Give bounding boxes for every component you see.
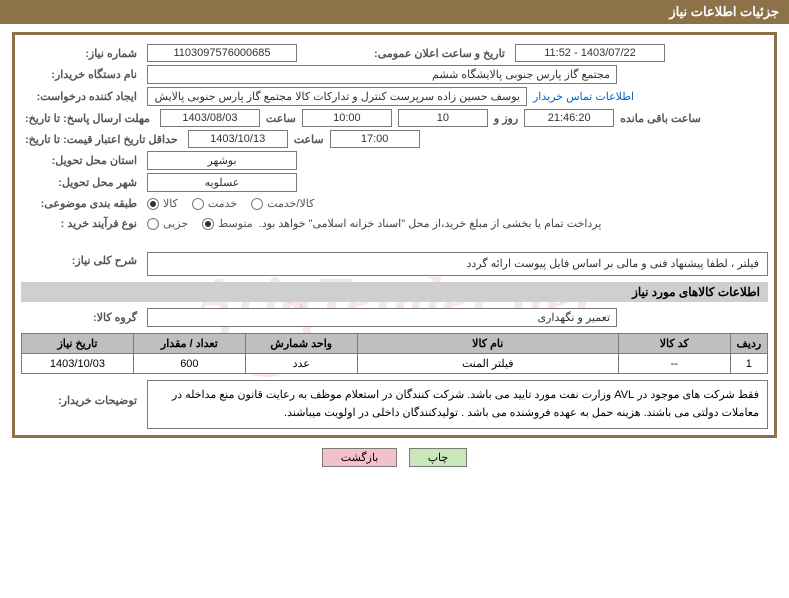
deadline-time-label: ساعت xyxy=(266,112,296,125)
buyer-notes-label: توضیحات خریدار: xyxy=(21,380,141,409)
col-qty: تعداد / مقدار xyxy=(133,334,245,354)
deadline-remain-time: 21:46:20 xyxy=(524,109,614,127)
general-desc-label: شرح کلی نیاز: xyxy=(21,252,141,269)
city-value: عسلویه xyxy=(147,173,297,192)
cell-qty: 600 xyxy=(133,354,245,374)
category-radio-both[interactable]: کالا/خدمت xyxy=(251,197,314,210)
cell-row-num: 1 xyxy=(730,354,767,374)
announce-value: 1403/07/22 - 11:52 xyxy=(515,44,665,62)
category-label: طبقه بندی موضوعی: xyxy=(21,195,141,212)
buyer-contact-link[interactable]: اطلاعات تماس خریدار xyxy=(533,90,634,103)
goods-group-value: تعمیر و نگهداری xyxy=(147,308,617,327)
cell-item-name: فیلتر المنت xyxy=(357,354,618,374)
cell-need-date: 1403/10/03 xyxy=(22,354,134,374)
purchase-type-radio-minor[interactable]: جزیی xyxy=(147,217,188,230)
need-number-label: شماره نیاز: xyxy=(21,45,141,62)
need-number-value: 1103097576000685 xyxy=(147,44,297,62)
category-option-2: کالا/خدمت xyxy=(267,197,314,210)
goods-section-title: اطلاعات کالاهای مورد نیاز xyxy=(21,282,768,302)
radio-icon xyxy=(147,218,159,230)
buyer-org-label: نام دستگاه خریدار: xyxy=(21,66,141,83)
deadline-date: 1403/08/03 xyxy=(160,109,260,127)
category-radio-group: کالا خدمت کالا/خدمت xyxy=(147,197,314,210)
price-validity-label: حداقل تاریخ اعتبار قیمت: تا تاریخ: xyxy=(21,131,182,148)
city-label: شهر محل تحویل: xyxy=(21,174,141,191)
category-radio-goods[interactable]: کالا xyxy=(147,197,178,210)
radio-icon xyxy=(251,198,263,210)
purchase-type-radio-group: جزیی متوسط xyxy=(147,217,253,230)
button-row: چاپ بازگشت xyxy=(0,448,789,467)
cell-item-code: -- xyxy=(618,354,730,374)
cell-unit: عدد xyxy=(245,354,357,374)
category-option-0: کالا xyxy=(163,197,178,210)
buyer-org-value: مجتمع گاز پارس جنوبی پالایشگاه ششم xyxy=(147,65,617,84)
purchase-type-option-0: جزیی xyxy=(163,217,188,230)
purchase-type-option-1: متوسط xyxy=(218,217,253,230)
col-row-num: ردیف xyxy=(730,334,767,354)
page-title: جزئیات اطلاعات نیاز xyxy=(669,4,779,19)
requester-value: یوسف حسین زاده سرپرست کنترل و تدارکات کا… xyxy=(147,87,527,106)
deadline-label: مهلت ارسال پاسخ: تا تاریخ: xyxy=(21,110,154,127)
col-item-name: نام کالا xyxy=(357,334,618,354)
print-button[interactable]: چاپ xyxy=(409,448,468,467)
table-row: 1 -- فیلتر المنت عدد 600 1403/10/03 xyxy=(22,354,768,374)
purchase-type-label: نوع فرآیند خرید : xyxy=(21,215,141,232)
deadline-days-label: روز و xyxy=(494,112,518,125)
province-label: استان محل تحویل: xyxy=(21,152,141,169)
requester-label: ایجاد کننده درخواست: xyxy=(21,88,141,105)
price-validity-time: 17:00 xyxy=(330,130,420,148)
category-option-1: خدمت xyxy=(208,197,237,210)
price-validity-date: 1403/10/13 xyxy=(188,130,288,148)
col-item-code: کد کالا xyxy=(618,334,730,354)
province-value: بوشهر xyxy=(147,151,297,170)
goods-table: ردیف کد کالا نام کالا واحد شمارش تعداد /… xyxy=(21,333,768,374)
buyer-notes-value: فقط شرکت های موجود در AVL وزارت نفت مورد… xyxy=(147,380,768,429)
announce-label: تاریخ و ساعت اعلان عمومی: xyxy=(349,45,509,62)
main-frame: شماره نیاز: 1103097576000685 تاریخ و ساع… xyxy=(12,32,777,438)
price-validity-time-label: ساعت xyxy=(294,133,324,146)
deadline-remain-label: ساعت باقی مانده xyxy=(620,112,701,125)
purchase-type-note: پرداخت تمام یا بخشی از مبلغ خرید،از محل … xyxy=(259,217,602,230)
page-title-bar: جزئیات اطلاعات نیاز xyxy=(0,0,789,24)
radio-icon xyxy=(147,198,159,210)
col-need-date: تاریخ نیاز xyxy=(22,334,134,354)
deadline-time: 10:00 xyxy=(302,109,392,127)
radio-icon xyxy=(202,218,214,230)
goods-group-label: گروه کالا: xyxy=(21,309,141,326)
category-radio-service[interactable]: خدمت xyxy=(192,197,237,210)
deadline-days: 10 xyxy=(398,109,488,127)
col-unit: واحد شمارش xyxy=(245,334,357,354)
purchase-type-radio-medium[interactable]: متوسط xyxy=(202,217,253,230)
radio-icon xyxy=(192,198,204,210)
back-button[interactable]: بازگشت xyxy=(322,448,398,467)
general-desc-value: فیلتر ، لطفا پیشنهاد فنی و مالی بر اساس … xyxy=(147,252,768,276)
table-header-row: ردیف کد کالا نام کالا واحد شمارش تعداد /… xyxy=(22,334,768,354)
